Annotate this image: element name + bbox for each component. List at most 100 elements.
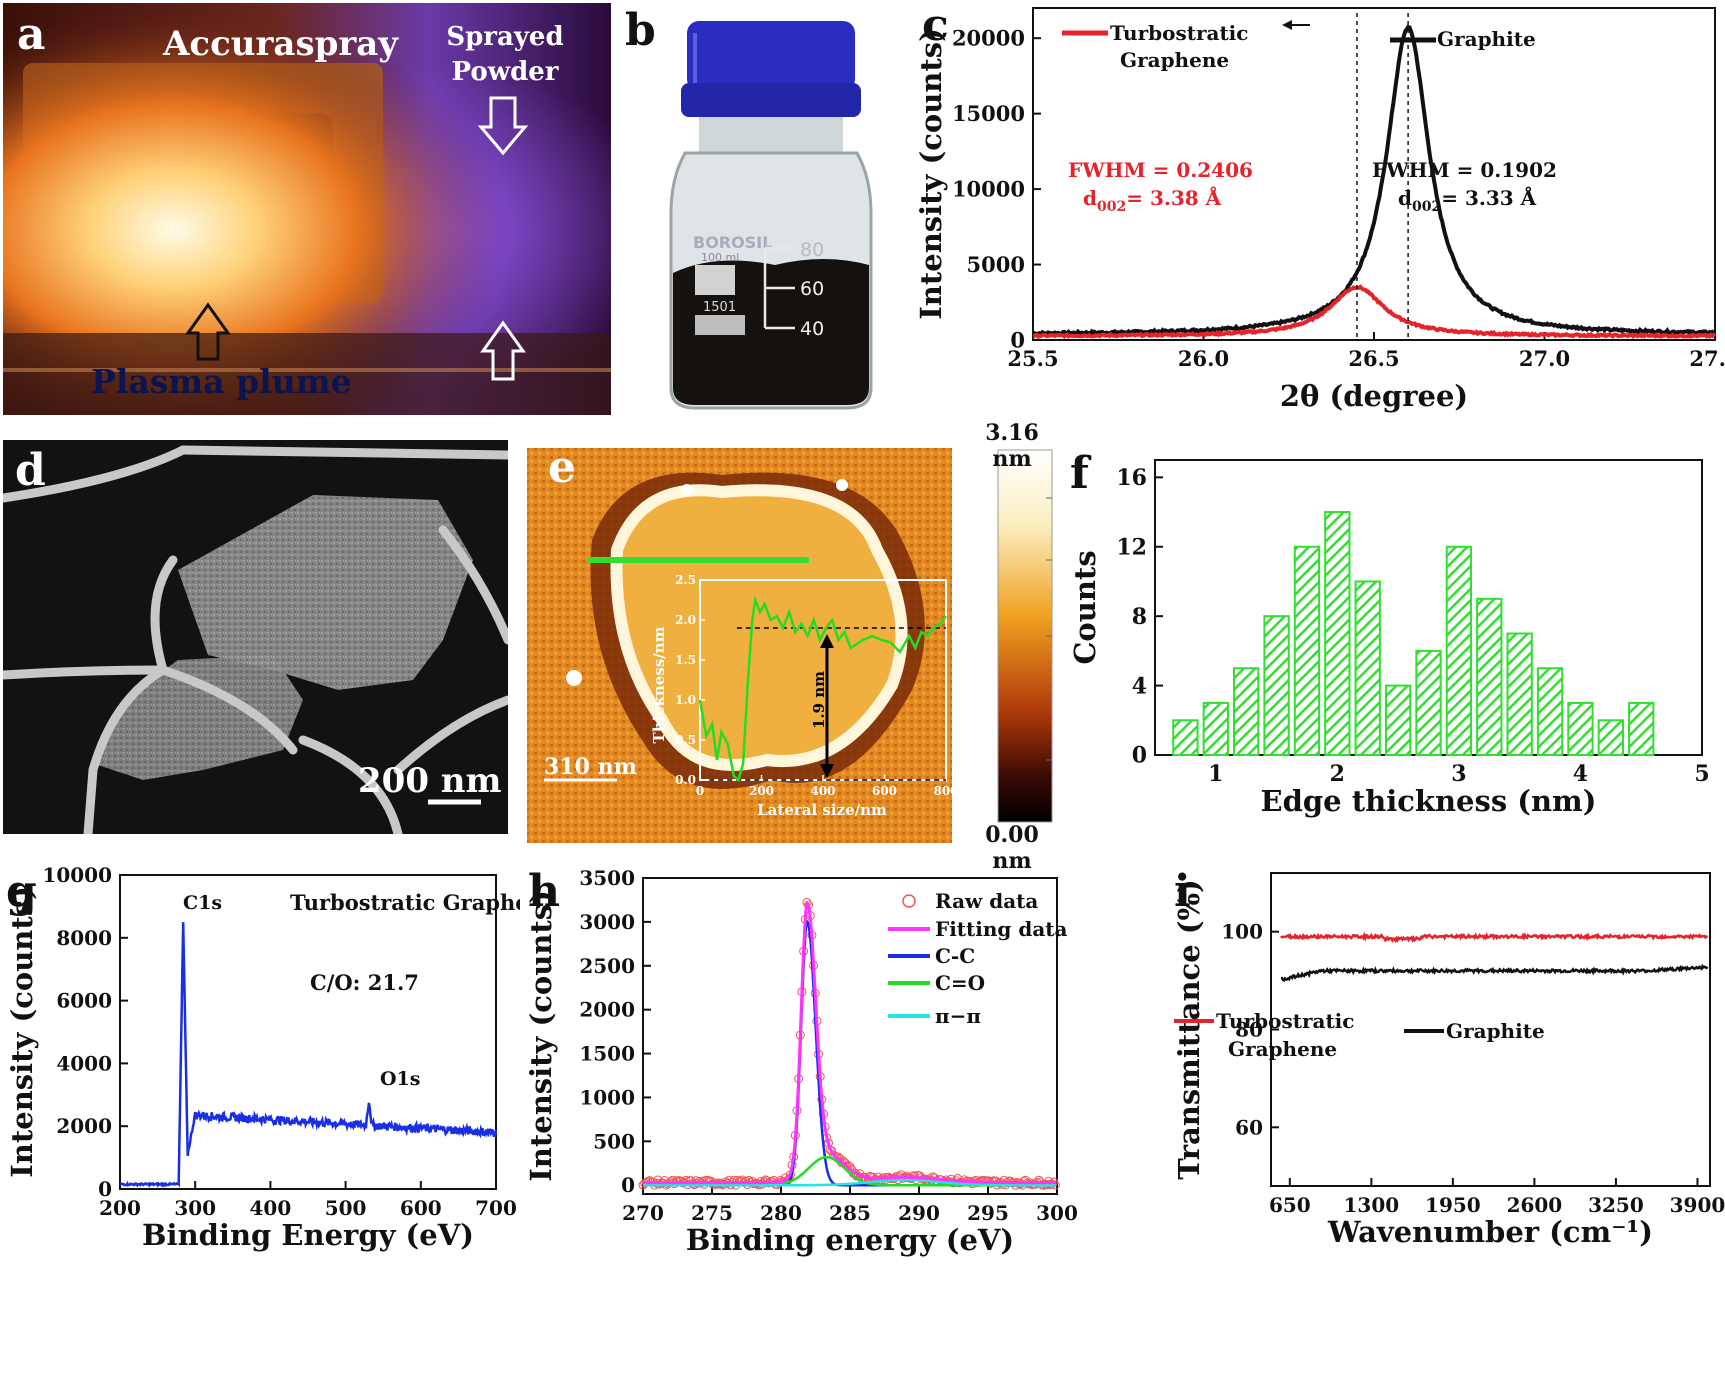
legend-turbostratic-i-line1: Turbostratic: [1216, 1009, 1354, 1033]
y-axis-label: Counts: [1068, 550, 1102, 664]
x-tick-label: 1: [1208, 761, 1223, 787]
histogram-bar: [1476, 597, 1503, 756]
cbar-bottom-label: 0.00 nm: [985, 822, 1039, 874]
graphite-ftir-line: [1280, 963, 1709, 983]
y-tick-label: 0: [1132, 743, 1147, 769]
y-tick-label: 15000: [952, 101, 1025, 126]
x-tick-label: 300: [174, 1196, 216, 1220]
graphite-series-line: [1032, 24, 1716, 337]
inset-ylabel: Thickness/nm: [650, 626, 668, 743]
turbostratic-ftir-line: [1280, 931, 1709, 944]
xps-survey-chart: g 200 300 400 500 600 700 0 2000 4000 6000 8000 100…: [5, 863, 557, 1252]
bottle-graduation: [763, 246, 795, 330]
y-tick-label: 0: [621, 1173, 635, 1197]
histogram-bar: [1597, 719, 1624, 757]
plasma-spray-image: a Accuraspray Sprayed Powder Plasma plum…: [3, 3, 611, 415]
annot-red-fwhm: FWHM = 0.2406: [1068, 158, 1253, 182]
y-tick-label: 1500: [579, 1042, 635, 1066]
x-tick-label: 200: [749, 784, 774, 798]
x-tick-label: 0: [696, 784, 704, 798]
x-tick-label: 200: [99, 1196, 141, 1220]
legend-cc: C-C: [935, 944, 975, 968]
y-tick-label: 2000: [56, 1114, 112, 1138]
y-tick-label: 1.0: [675, 693, 696, 707]
legend-pipi: π−π: [935, 1004, 981, 1028]
histogram-bar: [1293, 545, 1321, 756]
panel-label-i: i: [1174, 866, 1191, 917]
pipi-series-line: [643, 1178, 1057, 1187]
x-tick-label: 400: [250, 1196, 292, 1220]
legend-graphite-i: Graphite: [1446, 1019, 1545, 1043]
histogram-bar: [1324, 511, 1351, 756]
y-tick-label: 2000: [579, 998, 635, 1022]
y-axis-label: Intensity (counts): [5, 886, 39, 1178]
legend-turbostratic-line2: Graphene: [1120, 48, 1229, 72]
x-tick-label: 27.5: [1689, 346, 1725, 371]
lacey-carbon-web: [3, 445, 508, 834]
bottle-code: 1501: [703, 300, 736, 315]
y-tick-label: 3500: [579, 866, 635, 890]
panel-label-d: d: [15, 445, 46, 496]
histogram-bar: [1536, 667, 1564, 756]
plume-arrow-right: [480, 320, 526, 381]
histogram-bar: [1172, 719, 1199, 757]
annot-title: Turbostratic Graphene: [290, 890, 520, 915]
y-tick-label: 6000: [56, 989, 112, 1013]
x-axis-label: Binding Energy (eV): [142, 1218, 474, 1252]
y-tick-label: 4000: [56, 1051, 112, 1075]
y-tick-label: 5000: [967, 252, 1025, 277]
ftir-chart: i 650 1300 1950 2600 3250 3900 60 80 100 Wavenumb…: [1172, 866, 1725, 1249]
x-tick-label: 26.0: [1178, 346, 1229, 371]
legend-turbostratic-line1: Turbostratic: [1110, 21, 1248, 45]
panel-d-sem-image: 200 nm d: [3, 440, 508, 834]
histogram-bar: [1202, 701, 1229, 756]
x-tick-label: 800: [933, 784, 958, 798]
y-tick-label: 0: [1010, 327, 1025, 352]
x-tick-label: 1300: [1344, 1193, 1400, 1217]
x-tick-label: 4: [1573, 761, 1588, 787]
x-tick-label: 280: [760, 1201, 802, 1225]
cbar-top-label: 3.16 nm: [985, 420, 1039, 472]
y-tick-label: 8: [1132, 604, 1147, 630]
y-tick-label: 12: [1116, 534, 1147, 560]
panel-label-c: c: [922, 0, 949, 51]
x-axis-label: Edge thickness (nm): [1261, 784, 1597, 818]
panel-label-b: b: [625, 5, 656, 56]
x-tick-label: 285: [829, 1201, 871, 1225]
afm-colorbar: [997, 449, 1053, 823]
x-axis-label: Wavenumber (cm⁻¹): [1327, 1215, 1653, 1249]
y-tick-label: 2.5: [675, 573, 696, 587]
x-axis-label: Binding energy (eV): [686, 1223, 1014, 1257]
plume-arrow-left: [185, 302, 231, 361]
inset-annot: 1.9 nm: [810, 671, 828, 729]
panel-f-chart: f 1 2 3 4 5 0 4 8 12 16 Edge thickness (nm) Counts: [1062, 430, 1722, 850]
legend-graphite: Graphite: [1437, 27, 1536, 51]
inset-xlabel: Lateral size/nm: [757, 801, 887, 819]
panel-b-photo: BOROSIL 100 ml 1501 80 60 40 b: [615, 3, 905, 415]
x-tick-label: 300: [1036, 1201, 1078, 1225]
x-tick-label: 275: [691, 1201, 733, 1225]
panel-label-f: f: [1070, 448, 1092, 499]
sprayed-powder-arrow: [477, 96, 529, 156]
bottle-image: BOROSIL 100 ml 1501 80 60 40 b: [615, 3, 905, 415]
grad-40: 40: [800, 318, 824, 340]
grad-60: 60: [800, 278, 824, 300]
histogram-bar: [1506, 632, 1533, 757]
sprayed-powder-line2: Powder: [452, 57, 559, 87]
turbostratic-series-line: [1032, 284, 1717, 340]
y-tick-label: 1.5: [675, 653, 696, 667]
x-tick-label: 700: [475, 1196, 517, 1220]
legend-co: C=O: [935, 971, 985, 995]
histogram-bar: [1445, 545, 1473, 756]
x-tick-label: 27.0: [1519, 346, 1570, 371]
x-tick-label: 650: [1269, 1193, 1311, 1217]
afm-scale-label: 310 nm: [544, 754, 637, 780]
histogram-bar: [1384, 684, 1412, 757]
shift-arrow: [1282, 20, 1310, 30]
y-tick-label: 4: [1132, 673, 1147, 699]
xrd-chart: c 25.5 26.0 26.5 27.0 27.5 0 5000 10000 15000 200…: [914, 0, 1725, 413]
panel-e-afm: 310 nm e 0 200 400 600 800 0.0 0.5 1.0 1.5 2.0 2.5…: [522, 420, 1062, 874]
annot-black-fwhm: FWHM = 0.1902: [1372, 158, 1557, 182]
sem-image: 200 nm d: [3, 440, 508, 834]
